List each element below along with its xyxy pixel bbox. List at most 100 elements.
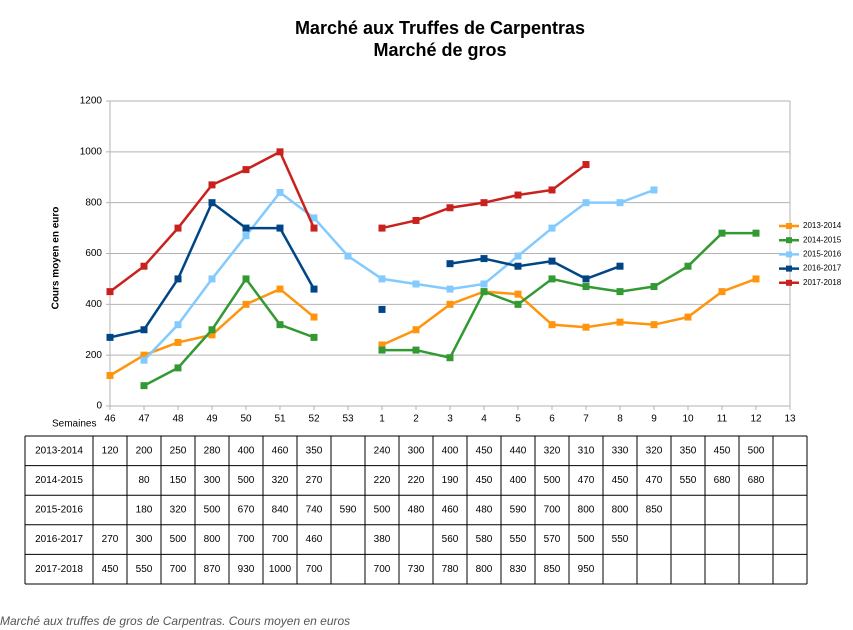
table-cell: 250	[170, 445, 187, 456]
point	[582, 161, 590, 169]
point	[310, 224, 318, 232]
table-cell: 200	[136, 445, 153, 456]
legend-label: 2017-2018	[803, 278, 842, 287]
point	[514, 290, 522, 298]
point	[514, 262, 522, 270]
y-tick-label: 1200	[80, 96, 103, 107]
table-cell: 150	[170, 475, 187, 486]
point	[276, 224, 284, 232]
y-tick-label: 200	[85, 350, 102, 361]
table-cell: 280	[204, 445, 221, 456]
table-cell: 470	[578, 475, 595, 486]
point	[480, 280, 488, 288]
table-cell: 400	[238, 445, 255, 456]
point	[548, 224, 556, 232]
point	[140, 351, 148, 359]
x-tick-label: 51	[274, 414, 286, 425]
point	[208, 331, 216, 339]
table-cell: 380	[374, 534, 391, 545]
legend-label: 2015-2016	[803, 250, 842, 259]
x-tick-label: 8	[617, 414, 623, 425]
table-cell: 500	[170, 534, 187, 545]
table-cell: 450	[102, 564, 119, 575]
point	[140, 356, 148, 364]
table-cell: 450	[476, 445, 493, 456]
table-cell: 120	[102, 445, 119, 456]
table-cell: 450	[612, 475, 629, 486]
point	[684, 313, 692, 321]
point	[412, 216, 420, 224]
table-cell: 80	[138, 475, 150, 486]
table-cell: 300	[408, 445, 425, 456]
table-cell: 680	[714, 475, 731, 486]
table-cell: 700	[306, 564, 323, 575]
y-tick-label: 400	[85, 299, 102, 310]
legend-marker	[786, 279, 792, 286]
table-cell: 560	[442, 534, 459, 545]
point	[446, 300, 454, 308]
point	[276, 189, 284, 196]
table-cell: 220	[374, 475, 391, 486]
table-cell: 460	[442, 505, 459, 516]
table-cell: 730	[408, 564, 425, 575]
point	[446, 204, 454, 212]
table-cell: 580	[476, 534, 493, 545]
point	[208, 326, 216, 334]
point	[446, 260, 454, 268]
x-tick-label: 52	[308, 414, 320, 425]
point	[174, 364, 182, 372]
table-cell: 220	[408, 475, 425, 486]
point	[242, 275, 250, 283]
legend-marker	[786, 265, 792, 272]
point	[140, 326, 148, 334]
x-tick-label: 46	[104, 414, 116, 425]
x-tick-label: 13	[784, 414, 796, 425]
point	[174, 275, 182, 283]
table-cell: 350	[680, 445, 697, 456]
point	[242, 232, 250, 240]
x-tick-label: 47	[138, 414, 150, 425]
table-cell: 480	[476, 505, 493, 516]
point	[412, 326, 420, 334]
series-line	[109, 277, 757, 377]
point	[650, 186, 658, 194]
point	[174, 338, 182, 346]
table-cell: 800	[612, 505, 629, 516]
point	[378, 305, 386, 313]
y-axis-label: Cours moyen en euro	[51, 207, 62, 310]
point	[208, 199, 216, 207]
table-row-label: 2017-2018	[35, 564, 83, 575]
table-cell: 500	[544, 475, 561, 486]
point	[140, 262, 148, 270]
point	[718, 288, 726, 296]
point	[140, 382, 148, 390]
table-row-label: 2014-2015	[35, 475, 83, 486]
point	[548, 275, 556, 283]
caption: Marché aux truffes de gros de Carpentras…	[0, 614, 350, 628]
point	[242, 300, 250, 308]
point	[106, 288, 114, 296]
table-cell: 320	[170, 505, 187, 516]
point	[752, 275, 760, 283]
point	[276, 321, 284, 329]
table-cell: 300	[136, 534, 153, 545]
legend-marker	[786, 251, 792, 258]
table-cell: 450	[714, 445, 731, 456]
point	[412, 280, 420, 288]
x-tick-label: 9	[651, 414, 657, 425]
table-cell: 350	[306, 445, 323, 456]
point	[242, 166, 250, 174]
legend-label: 2013-2014	[803, 221, 842, 230]
table-cell: 190	[442, 475, 459, 486]
point	[276, 285, 284, 293]
table-cell: 440	[510, 445, 527, 456]
table-cell: 480	[408, 505, 425, 516]
legend-marker	[786, 223, 792, 229]
point	[480, 288, 488, 296]
table-cell: 460	[306, 534, 323, 545]
point	[446, 285, 454, 293]
point	[310, 313, 318, 321]
chart-subtitle: Marché de gros	[373, 40, 506, 60]
point	[242, 224, 250, 232]
legend-marker	[786, 237, 792, 244]
